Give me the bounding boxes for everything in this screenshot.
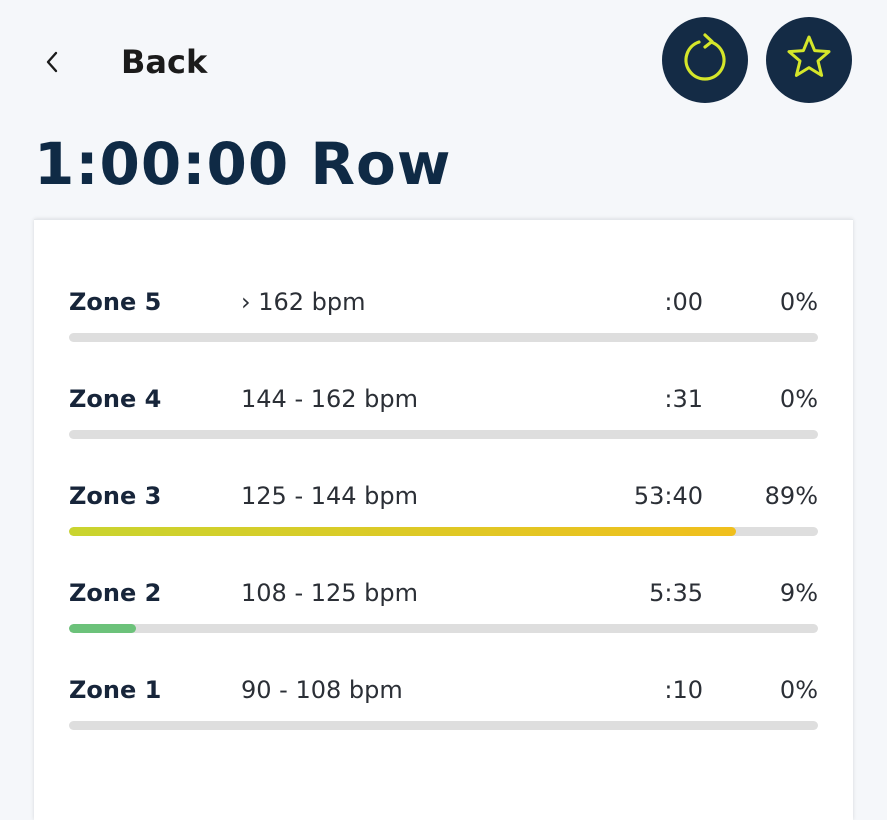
zone-time: 5:35 [649,579,703,607]
zone-progress-track [69,430,818,439]
zone-row-2: Zone 2 108 - 125 bpm 5:35 9% [69,576,818,646]
chevron-left-icon [40,50,64,74]
zone-row-4: Zone 4 144 - 162 bpm :31 0% [69,382,818,452]
back-button[interactable]: Back [40,30,207,94]
zone-progress-track [69,527,818,536]
zone-progress-fill [69,624,137,633]
zone-time: :31 [664,385,703,413]
zone-name: Zone 3 [69,482,162,510]
zone-bpm-range: 125 - 144 bpm [241,482,419,510]
zone-name: Zone 2 [69,579,162,607]
zone-time: :10 [664,676,703,704]
star-icon [782,31,836,89]
zone-bpm-range: › 162 bpm [241,288,366,316]
zone-progress-fill [69,527,736,536]
zone-row-1: Zone 1 90 - 108 bpm :10 0% [69,673,818,743]
zone-percent: 89% [764,482,818,510]
zone-bpm-range: 108 - 125 bpm [241,579,419,607]
app-header: Back [0,0,887,125]
zone-row-5: Zone 5 › 162 bpm :00 0% [69,285,818,355]
zone-percent: 0% [779,288,818,316]
page-title: 1:00:00 Row [34,130,452,198]
zone-percent: 0% [779,676,818,704]
zone-percent: 9% [779,579,818,607]
zone-time: :00 [664,288,703,316]
zone-progress-track [69,624,818,633]
zone-name: Zone 1 [69,676,162,704]
favorite-button[interactable] [766,17,852,103]
restart-icon [677,30,733,90]
zone-percent: 0% [779,385,818,413]
zone-progress-track [69,333,818,342]
back-label: Back [121,43,208,81]
zone-name: Zone 4 [69,385,162,413]
zone-row-3: Zone 3 125 - 144 bpm 53:40 89% [69,479,818,549]
zone-name: Zone 5 [69,288,162,316]
zone-bpm-range: 90 - 108 bpm [241,676,403,704]
zone-progress-track [69,721,818,730]
zone-time: 53:40 [633,482,703,510]
restart-button[interactable] [662,17,748,103]
heart-rate-zones-card: Zone 5 › 162 bpm :00 0% Zone 4 144 - 162… [34,219,853,820]
zone-bpm-range: 144 - 162 bpm [241,385,419,413]
